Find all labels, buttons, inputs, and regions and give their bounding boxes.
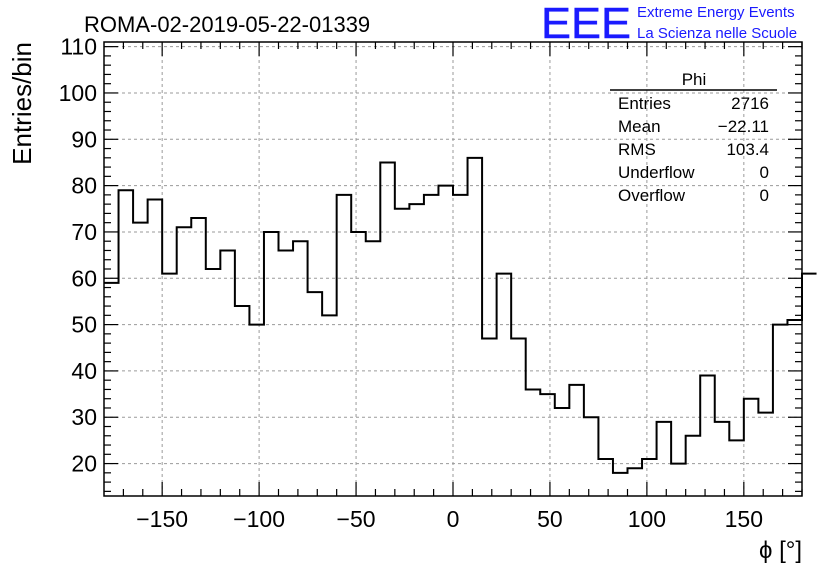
- x-tick-label: −50: [337, 506, 376, 532]
- stats-rows: Entries 2716 Mean −22.11 RMS 103.4 Underflow 0 O…: [618, 94, 769, 205]
- x-tick-label: 100: [628, 506, 666, 532]
- stats-title: Phi: [682, 70, 707, 89]
- x-axis-label: ϕ [°]: [759, 537, 802, 564]
- y-tick-label: 30: [71, 404, 97, 430]
- stats-row-value: 2716: [731, 94, 769, 113]
- stats-row-label: Entries: [618, 94, 671, 113]
- stats-row-value: 0: [760, 163, 769, 182]
- logo-line-1: Extreme Energy Events: [637, 4, 795, 21]
- y-tick-label: 60: [71, 265, 97, 291]
- y-tick-label: 110: [60, 34, 97, 60]
- stats-row-label: Underflow: [618, 163, 695, 182]
- stats-row-label: Overflow: [618, 186, 686, 205]
- stats-row-label: RMS: [618, 140, 656, 159]
- stats-box: Phi Entries 2716 Mean −22.11 RMS 103.4 Underfl…: [610, 70, 777, 205]
- histogram-series: [104, 156, 817, 474]
- y-tick-label: 100: [59, 80, 97, 106]
- y-tick-label: 20: [71, 451, 97, 477]
- x-tick-label: 0: [447, 506, 460, 532]
- y-tick-label: 70: [71, 219, 97, 245]
- chart-title: ROMA-02-2019-05-22-01339: [84, 12, 370, 37]
- axis-ticks: [104, 42, 803, 496]
- tick-labels: −150 −100 −50 0 50 100 150 20 30 40 50 60 70 80 90 100 1…: [59, 34, 763, 532]
- stats-row-label: Mean: [618, 117, 661, 136]
- x-tick-label: −150: [136, 506, 188, 532]
- y-tick-label: 50: [71, 312, 97, 338]
- y-tick-label: 90: [71, 126, 97, 152]
- y-tick-label: 80: [71, 173, 97, 199]
- logo-line-2: La Scienza nelle Scuole: [637, 25, 797, 42]
- x-tick-label: 50: [537, 506, 563, 532]
- stats-row-value: 103.4: [726, 140, 769, 159]
- y-tick-label: 40: [71, 358, 97, 384]
- y-axis-label: Entries/bin: [7, 42, 37, 165]
- x-tick-label: −100: [233, 506, 285, 532]
- stats-row-value: −22.11: [718, 117, 769, 136]
- stats-row-value: 0: [760, 186, 769, 205]
- logo-eee: EEE: [541, 0, 631, 48]
- x-tick-label: 150: [725, 506, 763, 532]
